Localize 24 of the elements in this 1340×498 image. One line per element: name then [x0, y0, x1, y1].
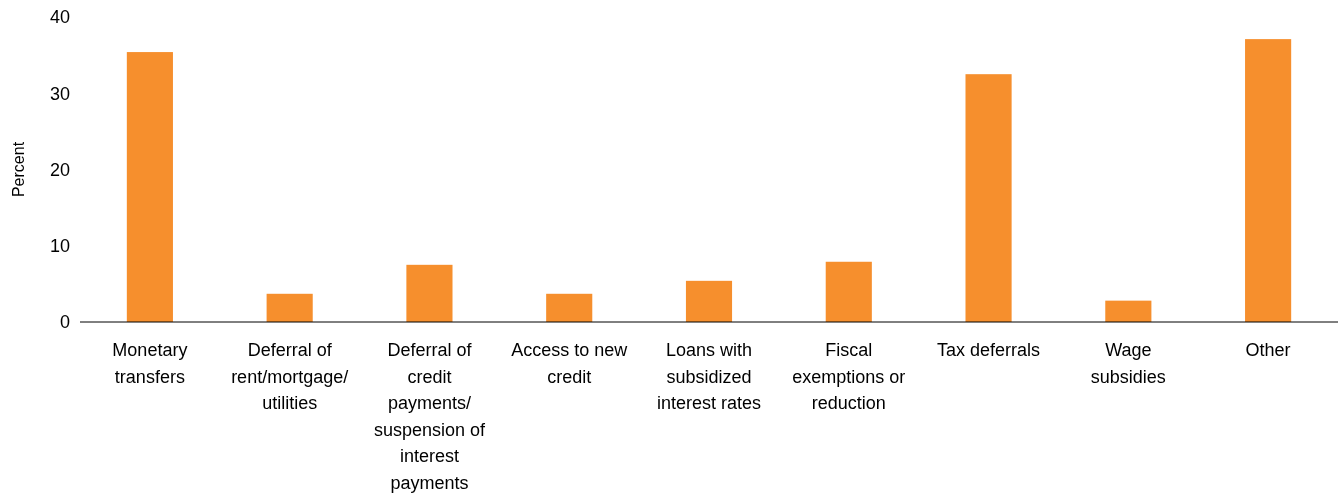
x-tick-label: Access to new credit	[511, 340, 629, 387]
bar	[266, 293, 313, 322]
x-tick-label: Deferral of rent/mortgage/ utilities	[231, 340, 349, 413]
y-tick-label: 30	[49, 83, 70, 104]
bar	[965, 74, 1012, 322]
y-tick-label: 40	[49, 7, 70, 28]
x-tick-label: Deferral of credit payments/ suspension of interest payments	[373, 340, 486, 493]
x-tick-label: Monetary transfers	[112, 340, 188, 387]
bar	[825, 261, 872, 322]
bar	[126, 52, 173, 322]
bar	[1105, 300, 1152, 322]
x-tick-label: Wage subsidies	[1090, 340, 1166, 387]
x-tick-label: Other	[1245, 340, 1291, 360]
x-tick-label: Tax deferrals	[937, 340, 1041, 360]
y-axis-title: Percent	[10, 141, 27, 198]
bar	[685, 280, 733, 322]
bar	[546, 293, 593, 322]
bar	[1245, 39, 1292, 322]
bar	[406, 264, 453, 322]
x-tick-label: Fiscal exemptions or reduction	[792, 340, 906, 413]
y-tick-label: 20	[49, 159, 70, 180]
y-tick-label: 10	[49, 236, 70, 257]
y-tick-label: 0	[59, 312, 70, 333]
x-tick-label: Loans with subsidized interest rates	[656, 340, 762, 413]
